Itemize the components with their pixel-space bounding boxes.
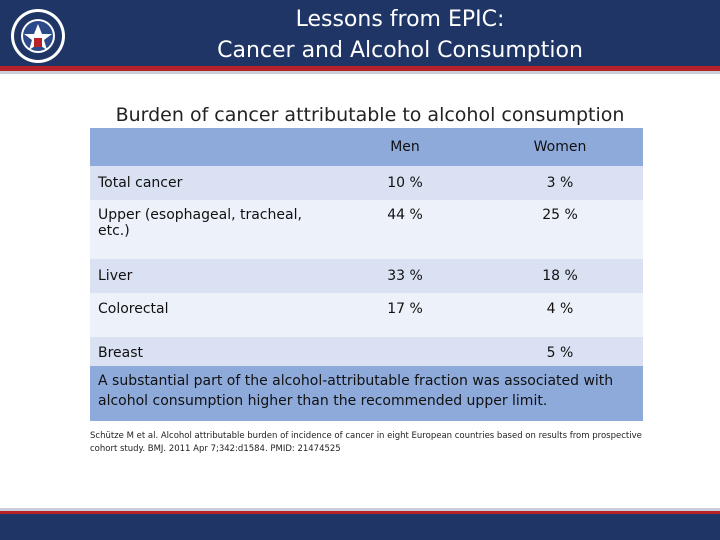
header-cell-empty <box>90 128 333 166</box>
summary-note: A substantial part of the alcohol-attrib… <box>90 366 643 421</box>
department-seal-icon <box>11 9 65 63</box>
row-label: Colorectal <box>90 293 333 337</box>
citation-text: Schütze M et al. Alcohol attributable bu… <box>90 431 642 454</box>
row-label: Total cancer <box>90 166 333 200</box>
header-red-stripe <box>0 66 720 71</box>
header-grey-stripe <box>0 71 720 74</box>
men-value: 44 % <box>333 200 477 259</box>
table-row: Upper (esophageal, tracheal, etc.) 44 % … <box>90 200 643 259</box>
slide-title: Lessons from EPIC: Cancer and Alcohol Co… <box>80 4 720 66</box>
title-line-1: Lessons from EPIC: <box>295 7 505 32</box>
women-value: 18 % <box>477 259 643 293</box>
header-cell-men: Men <box>333 128 477 166</box>
header-cell-women: Women <box>477 128 643 166</box>
title-line-2: Cancer and Alcohol Consumption <box>217 38 583 63</box>
women-value: 4 % <box>477 293 643 337</box>
table-row: Liver 33 % 18 % <box>90 259 643 293</box>
men-value: 17 % <box>333 293 477 337</box>
table-row: Total cancer 10 % 3 % <box>90 166 643 200</box>
table-row: Colorectal 17 % 4 % <box>90 293 643 337</box>
women-value: 25 % <box>477 200 643 259</box>
footer-grey-stripe <box>0 508 720 511</box>
burden-table: Men Women Total cancer 10 % 3 % Upper (e… <box>90 128 643 381</box>
row-label: Liver <box>90 259 333 293</box>
table-caption: Burden of cancer attributable to alcohol… <box>115 104 625 126</box>
men-value: 33 % <box>333 259 477 293</box>
header-bar <box>0 0 720 68</box>
row-label: Upper (esophageal, tracheal, etc.) <box>90 200 333 259</box>
men-value: 10 % <box>333 166 477 200</box>
footer-red-stripe <box>0 511 720 514</box>
women-value: 3 % <box>477 166 643 200</box>
footer-bar <box>0 511 720 540</box>
table-header-row: Men Women <box>90 128 643 166</box>
